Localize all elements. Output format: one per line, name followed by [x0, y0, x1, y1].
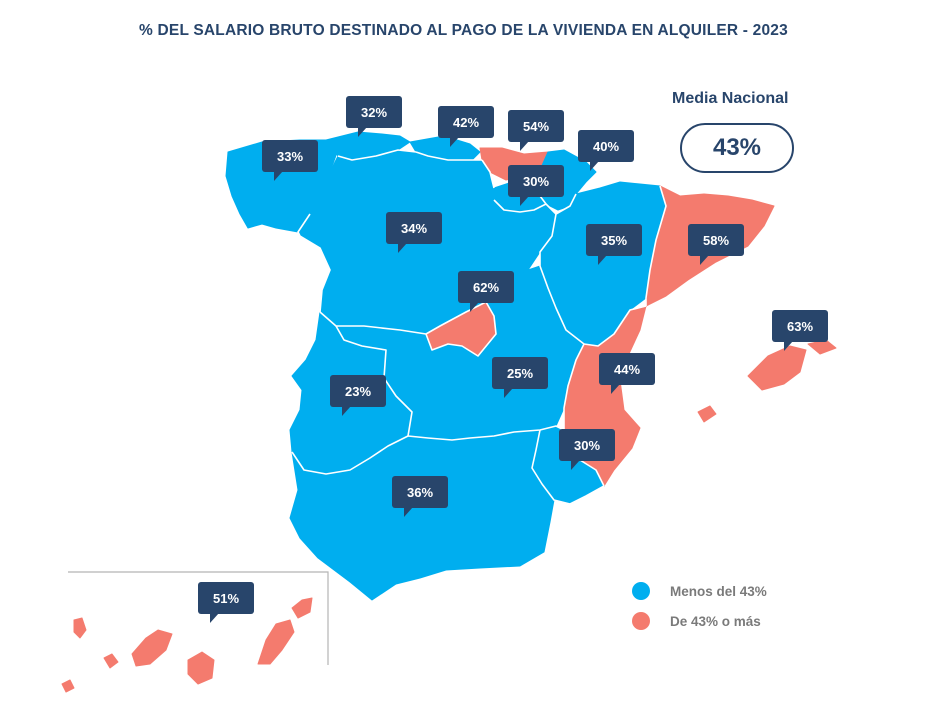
callout-value-cantabria: 42% [453, 115, 479, 130]
legend-swatch-below [632, 582, 650, 600]
callout-aragon: 35% [586, 224, 642, 265]
region-islas-canarias [61, 597, 313, 693]
national-average-value: 43% [680, 123, 794, 173]
callout-madrid: 62% [458, 271, 514, 312]
callout-islas-canarias: 51% [198, 582, 254, 623]
legend-label-below: Menos del 43% [670, 583, 767, 599]
callout-value-navarra: 40% [593, 139, 619, 154]
callout-castilla-la-mancha: 25% [492, 357, 548, 398]
map-title: % DEL SALARIO BRUTO DESTINADO AL PAGO DE… [139, 22, 788, 39]
callout-islas-baleares: 63% [772, 310, 828, 351]
callout-value-extremadura: 23% [345, 384, 371, 399]
canary-islands-inset-frame [68, 571, 329, 665]
callout-andalucia: 36% [392, 476, 448, 517]
legend-item-above: De 43% o más [632, 606, 767, 636]
callout-value-region-de-murcia: 30% [574, 438, 600, 453]
legend-item-below: Menos del 43% [632, 576, 767, 606]
callout-value-cataluna: 58% [703, 233, 729, 248]
callout-value-aragon: 35% [601, 233, 627, 248]
callout-extremadura: 23% [330, 375, 386, 416]
callout-value-comunidad-valenciana: 44% [614, 362, 640, 377]
callout-asturias: 32% [346, 96, 402, 137]
legend-swatch-above [632, 612, 650, 630]
callout-la-rioja: 30% [508, 165, 564, 206]
callout-navarra: 40% [578, 130, 634, 171]
callout-value-galicia: 33% [277, 149, 303, 164]
callout-castilla-y-leon: 34% [386, 212, 442, 253]
callout-value-islas-canarias: 51% [213, 591, 239, 606]
callout-cataluna: 58% [688, 224, 744, 265]
callout-value-la-rioja: 30% [523, 174, 549, 189]
callout-value-castilla-y-leon: 34% [401, 221, 427, 236]
callout-value-madrid: 62% [473, 280, 499, 295]
callout-value-pais-vasco: 54% [523, 119, 549, 134]
callout-galicia: 33% [262, 140, 318, 181]
callout-value-asturias: 32% [361, 105, 387, 120]
callout-region-de-murcia: 30% [559, 429, 615, 470]
callout-pais-vasco: 54% [508, 110, 564, 151]
national-average-label: Media Nacional [672, 90, 789, 107]
legend-label-above: De 43% o más [670, 613, 761, 629]
callout-value-islas-baleares: 63% [787, 319, 813, 334]
callout-value-castilla-la-mancha: 25% [507, 366, 533, 381]
region-islas-baleares [697, 339, 837, 423]
callout-value-andalucia: 36% [407, 485, 433, 500]
callout-cantabria: 42% [438, 106, 494, 147]
callout-comunidad-valenciana: 44% [599, 353, 655, 394]
legend: Menos del 43% De 43% o más [632, 576, 767, 636]
